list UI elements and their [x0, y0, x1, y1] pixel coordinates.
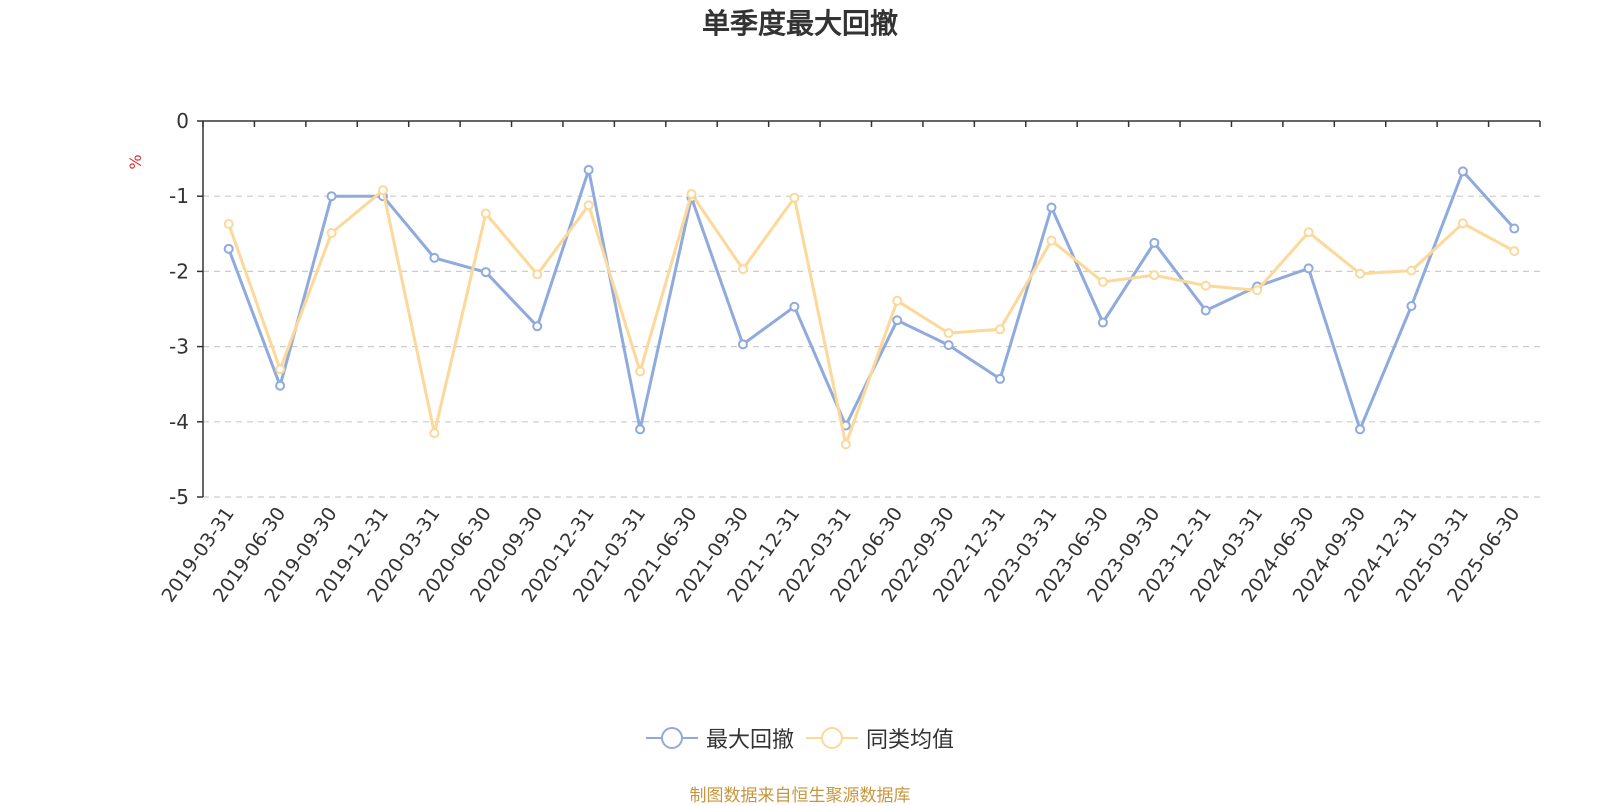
y-tick-label: -1: [169, 184, 189, 208]
data-point: [995, 373, 1006, 384]
data-point: [326, 191, 337, 202]
series-line: [227, 188, 1516, 446]
data-point: [1303, 227, 1314, 238]
y-tick-label: -3: [169, 335, 189, 359]
data-point: [583, 200, 594, 211]
data-point: [1509, 223, 1520, 234]
data-point: [429, 252, 440, 263]
legend-swatch-icon: [645, 727, 698, 749]
legend-label: 同类均值: [866, 728, 955, 753]
source-note: 制图数据来自恒生聚源数据库: [689, 786, 911, 806]
y-axis-label: %: [126, 154, 145, 169]
data-point: [1149, 237, 1160, 248]
y-tick-label: 0: [176, 109, 189, 133]
y-tick-label: -5: [169, 485, 189, 509]
data-point: [532, 269, 543, 280]
data-point: [1457, 166, 1468, 177]
x-tick-labels: 2019-03-312019-06-302019-09-302019-12-31…: [157, 503, 1524, 606]
data-point: [1406, 265, 1417, 276]
data-point: [532, 321, 543, 332]
data-point: [275, 364, 286, 375]
chart-title: 单季度最大回撤: [701, 7, 898, 40]
data-point: [1509, 246, 1520, 257]
data-point: [943, 328, 954, 339]
legend: 最大回撤 同类均值: [0, 722, 1600, 754]
legend-item[interactable]: 同类均值: [806, 722, 954, 754]
data-point: [1406, 300, 1417, 311]
data-point: [892, 315, 903, 326]
data-point: [1046, 235, 1057, 246]
data-point: [1149, 270, 1160, 281]
y-tick-labels: 0 -1 -2 -3 -4 -5: [169, 109, 189, 509]
data-point: [892, 295, 903, 306]
data-point: [686, 188, 697, 199]
legend-swatch-circle: [821, 727, 843, 749]
data-point: [1355, 424, 1366, 435]
data-point: [1046, 202, 1057, 213]
data-point: [789, 301, 800, 312]
grid-lines: [203, 195, 1540, 498]
data-point: [223, 219, 234, 230]
data-point: [1200, 305, 1211, 316]
data-point: [943, 340, 954, 351]
data-point: [1457, 218, 1468, 229]
data-point: [737, 339, 748, 350]
legend-swatch-circle: [660, 727, 683, 749]
data-point: [840, 439, 851, 450]
data-point: [480, 208, 491, 219]
y-tick-label: -2: [169, 259, 189, 283]
data-point: [429, 428, 440, 439]
data-point: [480, 267, 491, 278]
data-point: [737, 264, 748, 275]
data-point: [1355, 268, 1366, 279]
data-point: [1097, 317, 1108, 328]
data-point: [635, 366, 646, 377]
data-point: [223, 243, 234, 254]
data-point: [583, 164, 594, 175]
legend-swatch-icon: [806, 727, 858, 749]
series-line: [227, 168, 1516, 431]
data-point: [377, 185, 388, 196]
data-point: [326, 228, 337, 239]
legend-label: 最大回撤: [705, 728, 794, 753]
data-point: [1097, 276, 1108, 287]
data-point: [995, 324, 1006, 335]
data-point: [789, 192, 800, 203]
data-point: [1200, 280, 1211, 291]
axes: [197, 120, 1541, 498]
data-point: [1303, 263, 1314, 274]
y-tick-label: -4: [169, 410, 189, 434]
data-point: [635, 424, 646, 435]
data-point: [275, 380, 286, 391]
legend-item[interactable]: 最大回撤: [645, 722, 794, 754]
series-lines: [223, 164, 1520, 450]
data-point: [1252, 285, 1263, 296]
